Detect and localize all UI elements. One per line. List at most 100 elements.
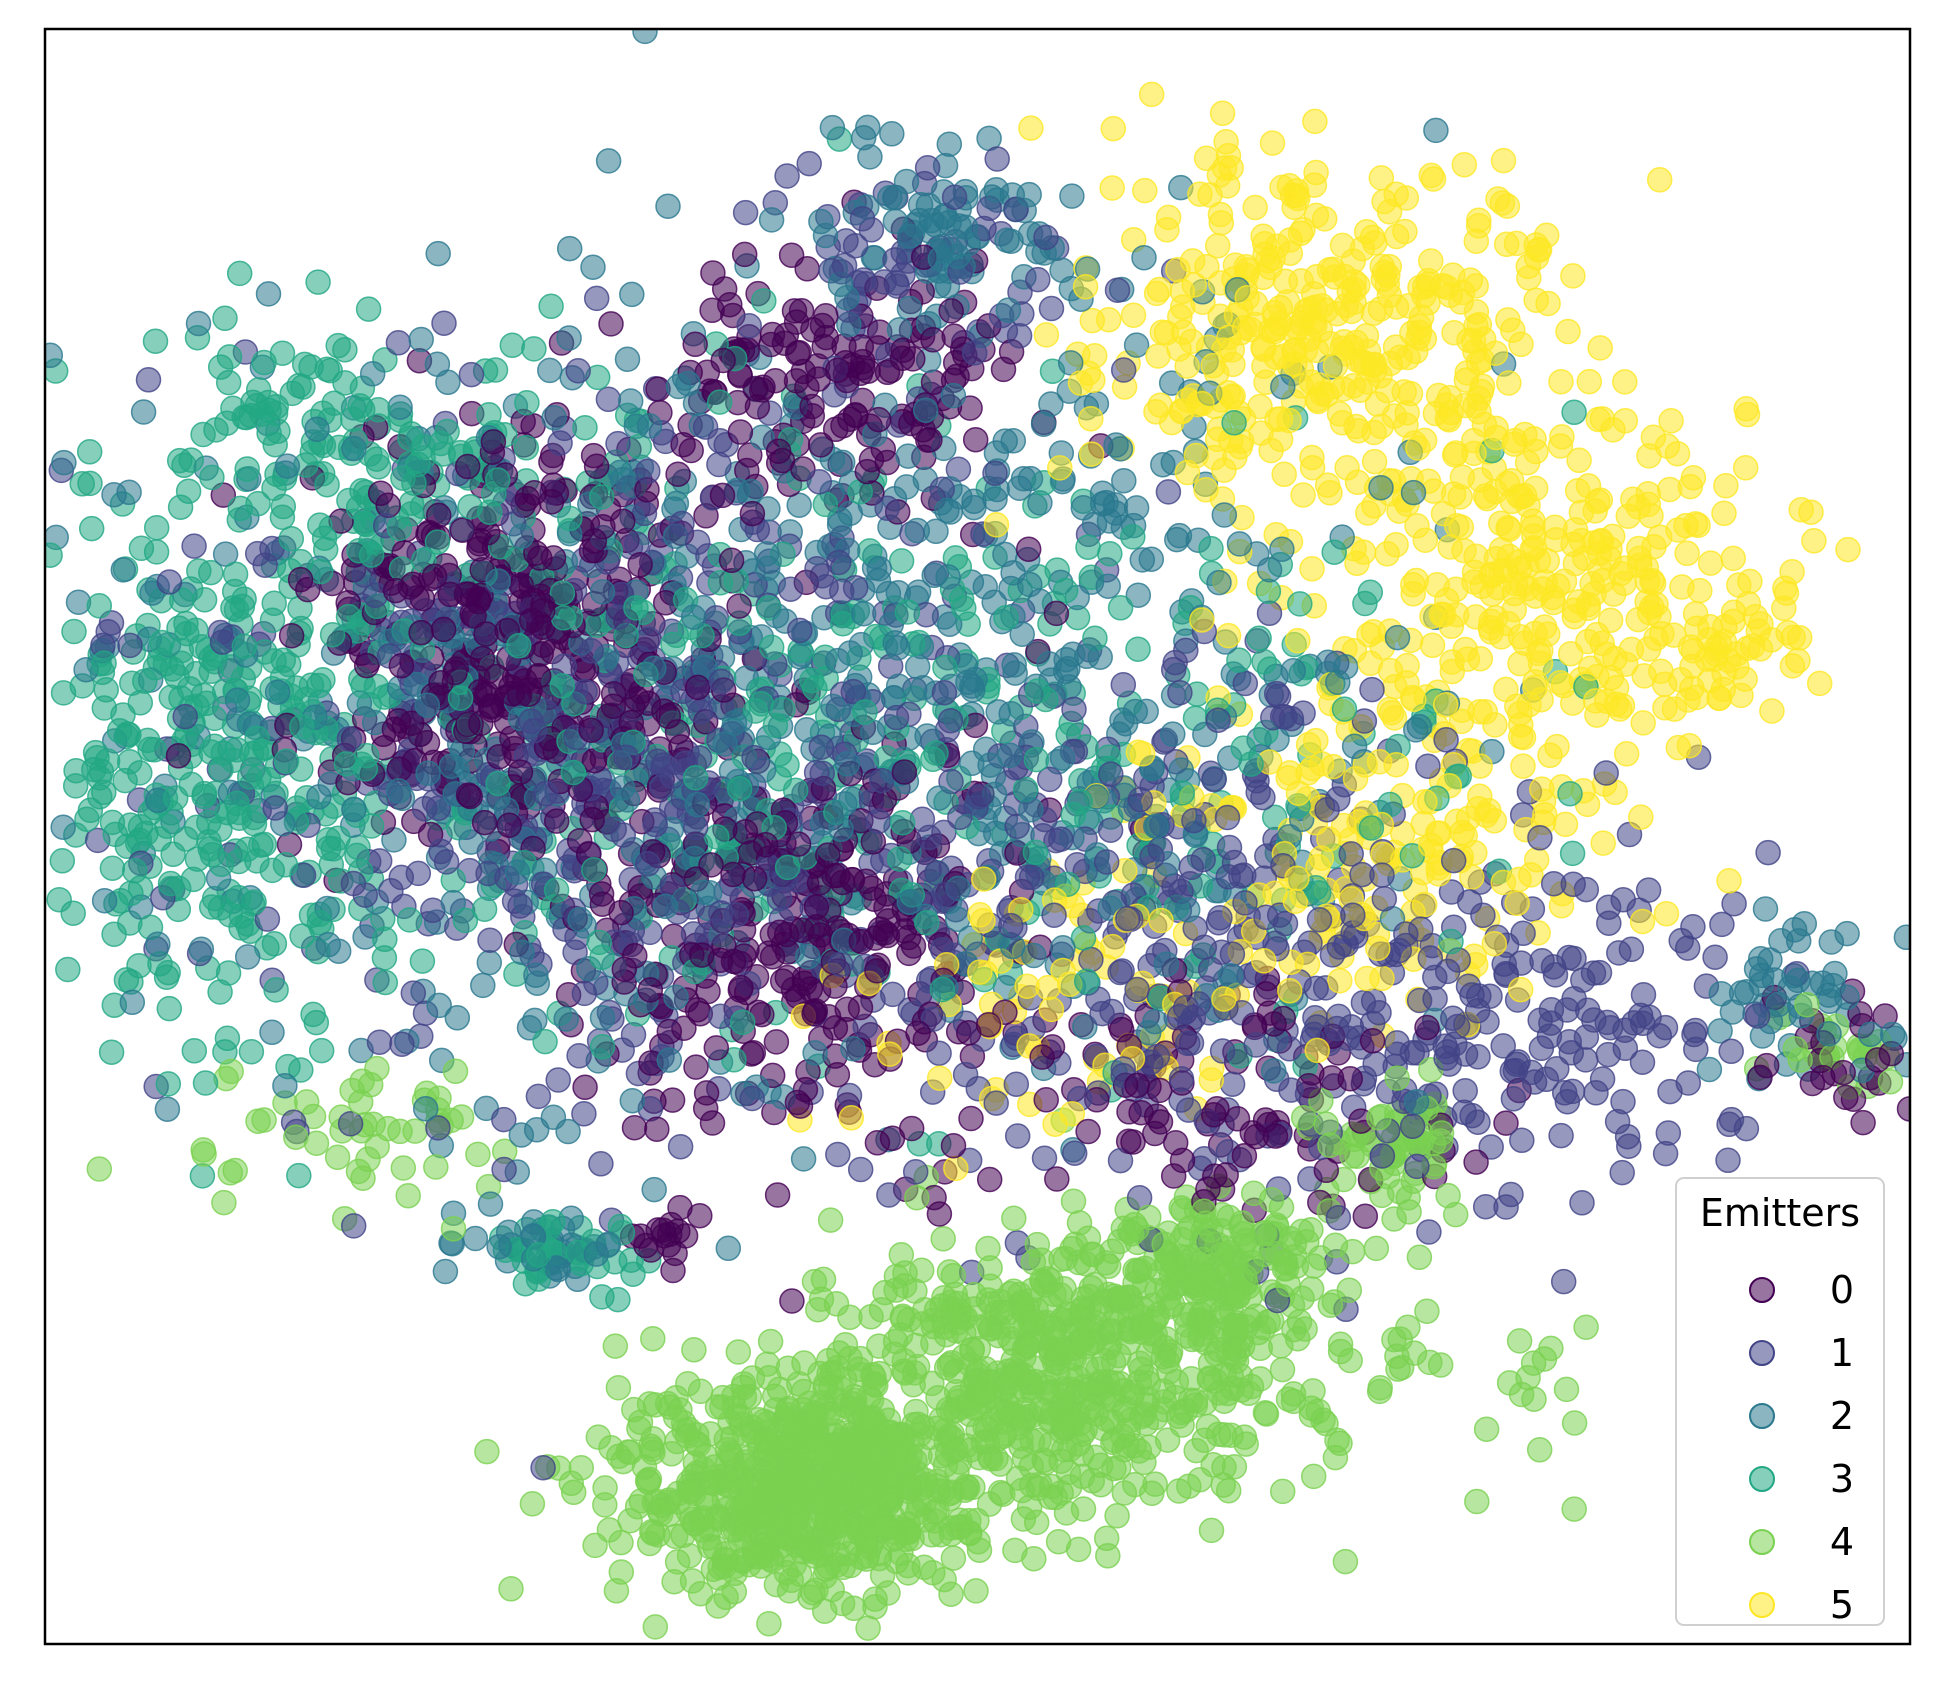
scatter-point-emitter-5 bbox=[1629, 908, 1656, 935]
scatter-point-emitter-0 bbox=[1359, 1028, 1386, 1054]
scatter-point-emitter-1 bbox=[1550, 1268, 1577, 1295]
scatter-point-emitter-1 bbox=[808, 734, 835, 760]
scatter-point-emitter-5 bbox=[1361, 419, 1387, 446]
scatter-point-emitter-5 bbox=[1227, 434, 1253, 460]
scatter-point-emitter-1 bbox=[1606, 940, 1632, 966]
scatter-point-emitter-1 bbox=[1721, 890, 1747, 917]
scatter-point-emitter-5 bbox=[1493, 676, 1519, 703]
scatter-point-emitter-4 bbox=[1561, 1496, 1587, 1522]
scatter-point-emitter-5 bbox=[1527, 650, 1554, 677]
scatter-point-emitter-1 bbox=[1325, 1205, 1352, 1231]
scatter-point-emitter-3 bbox=[78, 515, 105, 542]
scatter-point-emitter-1 bbox=[1490, 1033, 1516, 1059]
scatter-point-emitter-3 bbox=[142, 328, 169, 354]
scatter-point-emitter-5 bbox=[1303, 159, 1329, 186]
scatter-point-emitter-0 bbox=[764, 1182, 791, 1208]
scatter-point-emitter-3 bbox=[128, 535, 155, 562]
scatter-point-emitter-0 bbox=[1261, 1011, 1287, 1037]
scatter-point-emitter-1 bbox=[929, 476, 955, 503]
scatter-point-emitter-1 bbox=[1006, 322, 1033, 349]
scatter-point-emitter-3 bbox=[1246, 625, 1272, 651]
scatter-point-emitter-1 bbox=[1078, 946, 1104, 973]
scatter-point-emitter-3 bbox=[259, 607, 286, 633]
scatter-point-emitter-0 bbox=[797, 976, 824, 1002]
scatter-point-emitter-3 bbox=[222, 561, 249, 587]
scatter-point-emitter-3 bbox=[99, 855, 126, 881]
scatter-point-emitter-0 bbox=[709, 482, 736, 509]
scatter-point-emitter-3 bbox=[1120, 524, 1146, 550]
scatter-point-emitter-5 bbox=[1099, 933, 1126, 960]
scatter-point-emitter-3 bbox=[308, 1037, 335, 1064]
scatter-point-emitter-3 bbox=[396, 907, 423, 933]
scatter-point-emitter-5 bbox=[1285, 627, 1311, 654]
scatter-point-emitter-2 bbox=[1123, 495, 1150, 521]
scatter-point-emitter-5 bbox=[1801, 528, 1827, 554]
scatter-point-emitter-1 bbox=[1110, 671, 1137, 698]
scatter-point-emitter-0 bbox=[598, 311, 624, 337]
scatter-point-emitter-2 bbox=[1818, 929, 1845, 955]
scatter-point-emitter-4 bbox=[817, 1207, 844, 1233]
scatter-point-emitter-2 bbox=[921, 562, 947, 589]
scatter-point-emitter-1 bbox=[156, 569, 183, 595]
scatter-point-emitter-3 bbox=[372, 969, 399, 996]
scatter-point-emitter-1 bbox=[1610, 1088, 1636, 1115]
scatter-point-emitter-1 bbox=[340, 1213, 367, 1239]
scatter-point-emitter-2 bbox=[1423, 117, 1449, 144]
scatter-point-emitter-2 bbox=[387, 394, 413, 420]
scatter-point-emitter-5 bbox=[1145, 343, 1171, 369]
scatter-point-emitter-1 bbox=[796, 150, 822, 177]
scatter-point-emitter-5 bbox=[1493, 231, 1520, 258]
scatter-point-emitter-1 bbox=[530, 1454, 556, 1481]
scatter-point-emitter-3 bbox=[50, 680, 77, 706]
scatter-point-emitter-4 bbox=[1561, 1410, 1588, 1436]
scatter-point-emitter-1 bbox=[984, 146, 1010, 172]
scatter-point-emitter-1 bbox=[566, 1043, 592, 1069]
scatter-point-emitter-5 bbox=[1448, 514, 1475, 540]
scatter-point-emitter-1 bbox=[1616, 1133, 1642, 1159]
scatter-point-emitter-3 bbox=[199, 464, 225, 491]
scatter-point-emitter-5 bbox=[1259, 130, 1286, 156]
scatter-point-emitter-2 bbox=[476, 949, 503, 976]
scatter-point-emitter-2 bbox=[359, 361, 386, 387]
scatter-point-emitter-5 bbox=[1179, 248, 1206, 274]
scatter-point-emitter-2 bbox=[1206, 569, 1232, 596]
scatter-point-emitter-5 bbox=[1512, 630, 1538, 656]
scatter-point-emitter-5 bbox=[1676, 732, 1703, 759]
scatter-point-emitter-5 bbox=[1494, 193, 1521, 219]
scatter-point-emitter-5 bbox=[1466, 385, 1492, 412]
scatter-point-emitter-2 bbox=[857, 144, 883, 170]
scatter-point-emitter-3 bbox=[888, 548, 915, 574]
scatter-point-emitter-3 bbox=[231, 586, 257, 612]
scatter-point-emitter-0 bbox=[665, 461, 691, 487]
scatter-point-emitter-3 bbox=[300, 1001, 326, 1028]
scatter-point-emitter-1 bbox=[565, 358, 591, 384]
scatter-point-emitter-4 bbox=[1473, 1416, 1500, 1442]
scatter-point-emitter-2 bbox=[904, 517, 931, 544]
scatter-point-emitter-4 bbox=[1104, 1503, 1130, 1529]
scatter-point-emitter-3 bbox=[61, 618, 87, 645]
scatter-point-emitter-3 bbox=[1107, 595, 1134, 621]
scatter-point-emitter-1 bbox=[1415, 753, 1441, 779]
scatter-point-emitter-3 bbox=[1052, 577, 1079, 604]
scatter-point-emitter-5 bbox=[1271, 461, 1297, 488]
scatter-point-emitter-1 bbox=[181, 533, 207, 559]
scatter-point-emitter-2 bbox=[130, 399, 157, 425]
scatter-point-emitter-4 bbox=[1508, 1381, 1535, 1408]
scatter-point-emitter-1 bbox=[1472, 1193, 1499, 1220]
scatter-point-emitter-5 bbox=[1302, 108, 1328, 135]
scatter-point-emitter-1 bbox=[1406, 987, 1433, 1014]
scatter-point-emitter-0 bbox=[759, 321, 786, 348]
scatter-point-emitter-5 bbox=[1529, 776, 1555, 802]
scatter-point-emitter-5 bbox=[1612, 369, 1638, 395]
scatter-point-emitter-1 bbox=[117, 632, 143, 659]
scatter-point-emitter-1 bbox=[1510, 920, 1536, 947]
scatter-point-emitter-2 bbox=[1403, 1089, 1430, 1115]
scatter-point-emitter-2 bbox=[1752, 896, 1779, 922]
scatter-point-emitter-1 bbox=[983, 1090, 1009, 1116]
scatter-point-emitter-4 bbox=[395, 1182, 421, 1209]
scatter-point-emitter-1 bbox=[1167, 679, 1193, 706]
scatter-point-emitter-5 bbox=[1078, 441, 1105, 467]
scatter-point-emitter-2 bbox=[992, 541, 1018, 568]
scatter-point-emitter-5 bbox=[1326, 401, 1353, 427]
scatter-point-emitter-2 bbox=[617, 388, 644, 414]
